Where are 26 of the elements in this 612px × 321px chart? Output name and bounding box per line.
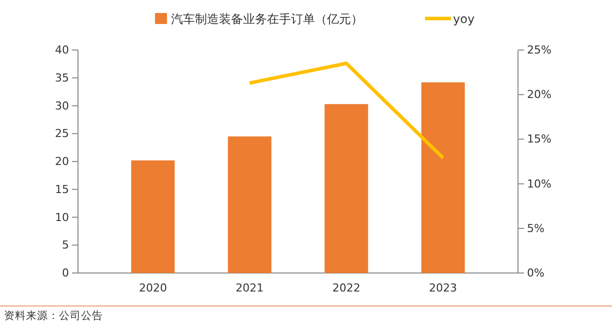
- y-tick-label: 30: [55, 99, 69, 112]
- y-tick-label: 15: [55, 182, 69, 196]
- y-tick-label: 25: [55, 127, 69, 140]
- y2-tick-label: 0%: [527, 266, 544, 280]
- x-tick-label: 2021: [236, 281, 264, 294]
- x-tick-label: 2020: [138, 281, 167, 294]
- legend-label: 汽车制造装备业务在手订单（亿元）: [171, 12, 363, 26]
- y-tick-label: 10: [55, 210, 69, 224]
- y-tick-label: 20: [55, 155, 69, 168]
- legend-label: yoy: [453, 12, 475, 26]
- x-tick-label: 2022: [332, 281, 360, 294]
- y2-tick-label: 10%: [527, 177, 552, 190]
- bar: [421, 82, 465, 273]
- x-tick-label: 2023: [429, 281, 458, 294]
- bar: [131, 160, 175, 273]
- y2-tick-label: 15%: [527, 132, 552, 146]
- bar: [324, 104, 368, 273]
- text: 资料来源：公司公告: [4, 309, 103, 321]
- bar: [228, 136, 272, 273]
- y-tick-label: 40: [55, 44, 69, 57]
- y2-tick-label: 25%: [527, 44, 552, 57]
- y2-tick-label: 20%: [527, 88, 552, 102]
- y2-tick-label: 5%: [527, 222, 544, 235]
- y-tick-label: 0: [62, 266, 69, 280]
- y-tick-label: 35: [55, 71, 69, 84]
- y-tick-label: 5: [62, 238, 69, 252]
